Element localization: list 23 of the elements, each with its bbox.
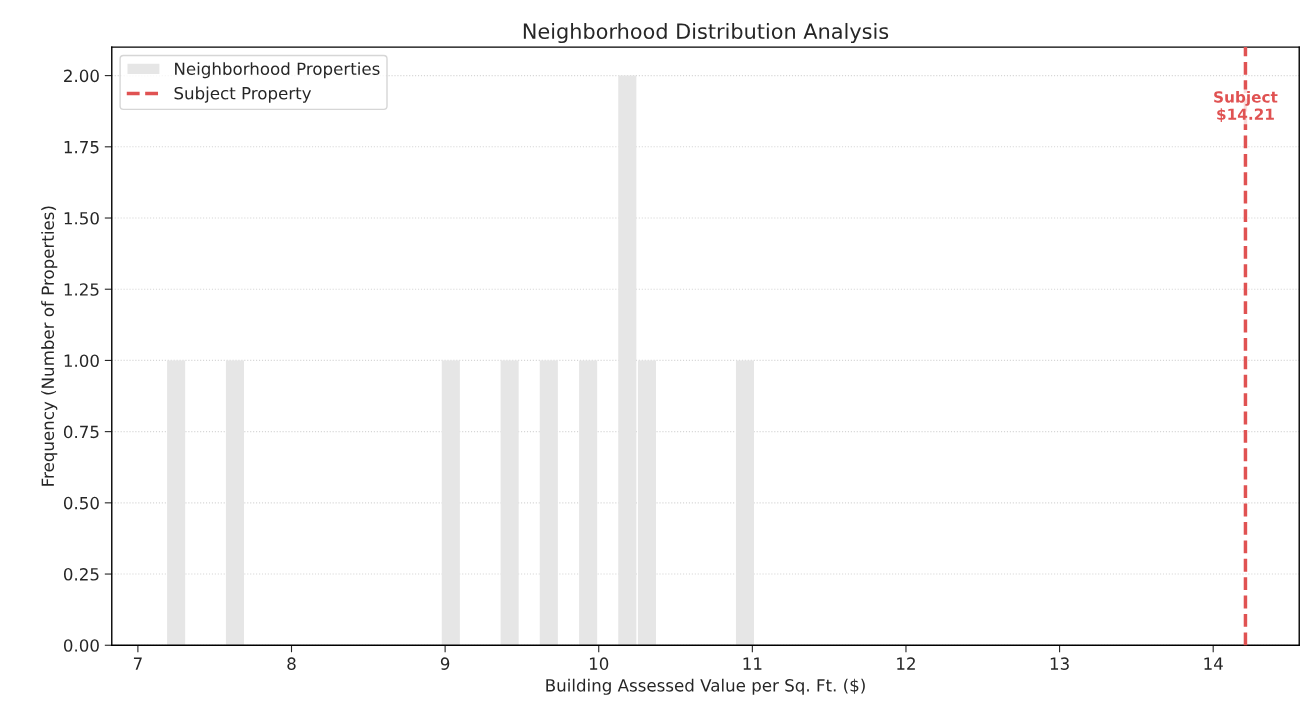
y-tick-label: 0.25 (63, 568, 99, 581)
annotation: Subject $14.21 (1214, 90, 1278, 123)
x-tick-label: 12 (897, 657, 915, 670)
x-tick-label: 10 (589, 657, 609, 670)
x-tick-label: 9 (440, 657, 450, 670)
y-tick-label: 1.75 (64, 140, 99, 154)
chart-title: Neighborhood Distribution Analysis (523, 22, 889, 44)
x-axis-title: Building Assessed Value per Sq. Ft. ($) (546, 678, 865, 695)
y-tick-label: 1.50 (64, 211, 99, 225)
y-axis-title: Frequency (Number of Properties) (41, 206, 58, 486)
legend-label: Neighborhood Properties (175, 62, 380, 79)
y-tick-label: 0.50 (63, 496, 99, 510)
legend-label: Subject Property (174, 86, 312, 103)
x-tick-label: 13 (1050, 657, 1069, 670)
y-tick-label: 0.00 (63, 639, 99, 652)
y-tick-label: 0.75 (63, 425, 99, 439)
y-tick-label: 1.00 (64, 354, 99, 367)
x-tick-label: 11 (743, 657, 762, 670)
x-tick-label: 8 (287, 657, 296, 670)
y-tick-label: 2.00 (64, 69, 99, 83)
x-tick-label: 7 (133, 657, 142, 670)
y-tick-label: 1.25 (64, 283, 99, 296)
x-tick-label: 14 (1204, 657, 1223, 670)
